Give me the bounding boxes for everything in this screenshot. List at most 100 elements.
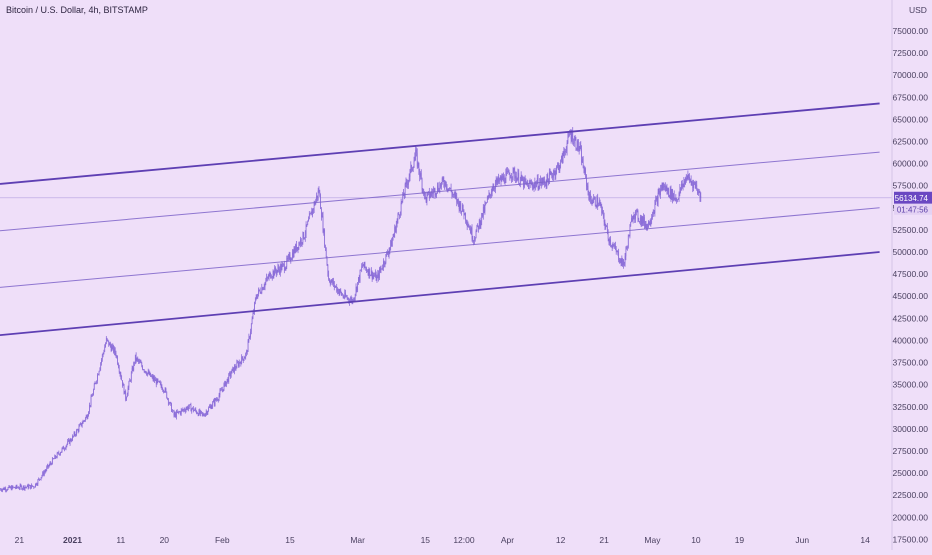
candle-body [361,266,362,269]
candle-body [319,191,320,192]
candle-body [108,341,109,346]
candle-body [617,251,618,252]
candle-body [162,386,163,389]
candle-body [25,487,26,489]
candle-body [547,175,548,179]
candle-body [504,176,505,182]
candle-body [435,194,436,195]
candle-body [47,465,48,467]
time-tick-label: Mar [350,535,365,545]
candle-body [267,277,268,278]
candle-body [634,216,635,219]
price-tick-label: 32500.00 [893,402,929,412]
candle-body [667,187,668,191]
candle-body [513,168,514,176]
candle-body [116,356,117,357]
candle-body [228,374,229,382]
candle-body [462,205,463,211]
candle-body [148,371,149,372]
candle-body [261,287,262,293]
candle-body [28,485,29,488]
candle-body [575,139,576,140]
candle-body [158,381,159,382]
candle-body [288,256,289,259]
candle-body [577,141,578,151]
candle-body [170,402,171,404]
candle-body [532,183,533,186]
candle-body [618,252,619,260]
candle-body [688,175,689,178]
candle-body [681,184,682,190]
candle-body [200,411,201,414]
candle-body [364,262,365,266]
candle-body [348,298,349,301]
candle-body [205,414,206,417]
candle-body [550,172,551,174]
candle-body [83,421,84,422]
candle-body [380,269,381,270]
candle-body [65,449,66,450]
candle-body [659,191,660,195]
candle-body [90,405,91,406]
candle-body [213,400,214,402]
candle-body [599,202,600,206]
candle-body [137,358,138,360]
candle-body [260,291,261,293]
candle-body [55,456,56,458]
candle-body [41,477,42,479]
candle-body [481,222,482,226]
candle-body [472,239,473,241]
candle-body [370,275,371,276]
candle-body [414,161,415,167]
candle-body [511,177,512,178]
candle-body [651,217,652,221]
candle-body [225,381,226,386]
candle-body [623,259,624,265]
candle-body [203,414,204,415]
candle-body [151,376,152,377]
candle-body [330,282,331,284]
candle-body [501,177,502,181]
candle-body [198,414,199,416]
candle-body [64,449,65,450]
candle-body [38,479,39,480]
candle-body [142,366,143,369]
candle-body [120,372,121,374]
candle-body [394,234,395,237]
candle-body [2,489,3,491]
candle-body [298,243,299,249]
candle-body [299,243,300,244]
candle-body [31,485,32,488]
candle-body [455,193,456,195]
candle-body [228,379,229,382]
candle-body [210,406,211,407]
candle-body [678,199,679,200]
time-tick-label: Jun [795,535,809,545]
candle-body [150,373,151,377]
candle-body [165,389,166,392]
candle-body [80,423,81,424]
candle-body [447,188,448,189]
price-tick-label: 52500.00 [893,225,929,235]
candle-body [139,361,140,362]
candle-body [402,201,403,203]
candle-body [160,383,161,384]
candle-body [12,486,13,490]
candle-body [226,382,227,386]
candle-body [73,436,74,437]
candle-body [684,181,685,184]
candle-body [407,184,408,185]
candle-body [99,371,100,374]
candle-body [311,212,312,215]
candle-body [40,479,41,480]
candle-body [640,217,641,221]
candle-body [654,212,655,213]
candle-body [204,416,205,417]
candle-body [636,210,637,211]
candle-body [37,484,38,485]
candle-body [567,143,568,151]
candle-body [373,275,374,278]
